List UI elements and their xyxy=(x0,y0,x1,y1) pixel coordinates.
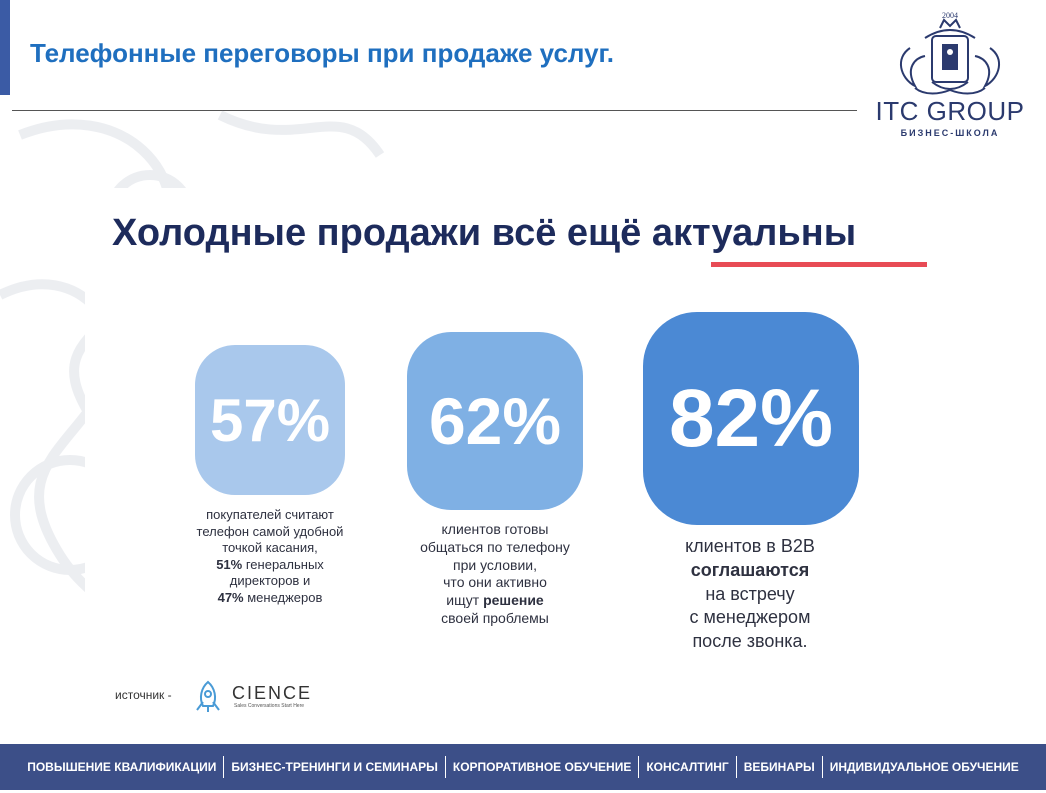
source-tagline: Sales Conversations Start Here xyxy=(234,703,305,709)
stat-82-bold: соглашаются xyxy=(690,559,810,580)
stat-57-line: телефон самой удобной xyxy=(196,523,344,539)
logo-year: 2004 xyxy=(942,11,958,20)
source-label: источник - xyxy=(115,688,172,702)
stat-57-box: 57% xyxy=(195,345,345,495)
stat-57-line-rest: генеральных xyxy=(242,556,324,572)
footer-divider xyxy=(444,756,446,778)
footer-divider xyxy=(735,756,737,778)
stat-82-line: соглашаются xyxy=(640,559,860,583)
stat-62-line: своей проблемы xyxy=(441,609,549,626)
header-accent-bar xyxy=(0,0,10,95)
stat-62-bold: решение xyxy=(483,592,544,609)
footer-item-consulting[interactable]: КОНСАЛТИНГ xyxy=(646,760,729,774)
stat-62-line: клиентов готовы xyxy=(441,521,549,537)
stat-62-line: ищут решение xyxy=(395,592,595,610)
stat-82-line: после звонка. xyxy=(692,631,808,651)
stat-62-description: клиентов готовы общаться по телефону при… xyxy=(395,521,595,628)
stat-82-line: клиентов в B2B xyxy=(685,536,815,556)
title-divider xyxy=(12,110,857,111)
stat-82-description: клиентов в B2B соглашаются на встречу с … xyxy=(640,535,860,654)
rocket-icon xyxy=(196,680,220,712)
stat-57-bold: 51% xyxy=(216,556,243,572)
itc-group-crest-logo: 2004 xyxy=(900,11,1000,95)
stat-62-box: 62% xyxy=(407,332,583,510)
footer-item-corporate[interactable]: КОРПОРАТИВНОЕ ОБУЧЕНИЕ xyxy=(452,760,632,774)
source-brand: CIENCE xyxy=(232,683,313,703)
stat-62-line: при условии, xyxy=(453,556,537,573)
stat-82-box: 82% xyxy=(643,312,859,525)
footer-item-webinars[interactable]: ВЕБИНАРЫ xyxy=(743,760,815,774)
stat-62-line-pre: ищут xyxy=(446,592,484,609)
footer-item-qualification[interactable]: ПОВЫШЕНИЕ КВАЛИФИКАЦИИ xyxy=(27,760,217,774)
page-title: Телефонные переговоры при продаже услуг. xyxy=(30,38,614,68)
stat-57-bold: 47% xyxy=(217,589,244,605)
footer-nav: ПОВЫШЕНИЕ КВАЛИФИКАЦИИ БИЗНЕС-ТРЕНИНГИ И… xyxy=(0,744,1046,790)
stat-57-line-rest: менеджеров xyxy=(243,589,323,605)
stat-57-line: точкой касания, xyxy=(222,540,318,555)
slide-headline: Холодные продажи всё ещё актуальны xyxy=(112,212,856,255)
stat-62-line: что они активно xyxy=(443,574,547,591)
logo-name: ITC GROUP xyxy=(875,96,1025,126)
stat-82-line: на встречу xyxy=(705,583,795,604)
footer-item-individual[interactable]: ИНДИВИДУАЛЬНОЕ ОБУЧЕНИЕ xyxy=(829,760,1019,774)
stat-57-line: покупателей считают xyxy=(206,507,334,522)
headline-accent: актуальны xyxy=(651,212,857,254)
stat-57-line: 47% менеджеров xyxy=(170,590,370,607)
stat-57-line: директоров и xyxy=(229,573,311,588)
headline-prefix: Холодные продажи всё ещё xyxy=(112,212,642,254)
footer-divider xyxy=(638,756,640,778)
footer-divider xyxy=(821,756,823,778)
headline-underline xyxy=(711,262,927,267)
stat-82-line: с менеджером xyxy=(689,607,811,628)
stat-57-line: 51% генеральных xyxy=(170,557,370,574)
stat-57-description: покупателей считают телефон самой удобно… xyxy=(170,507,370,606)
stat-62-line: общаться по телефону xyxy=(420,538,570,555)
footer-item-trainings[interactable]: БИЗНЕС-ТРЕНИНГИ И СЕМИНАРЫ xyxy=(231,760,438,774)
footer-divider xyxy=(223,756,225,778)
logo-subtitle: БИЗНЕС-ШКОЛА xyxy=(900,128,1000,138)
